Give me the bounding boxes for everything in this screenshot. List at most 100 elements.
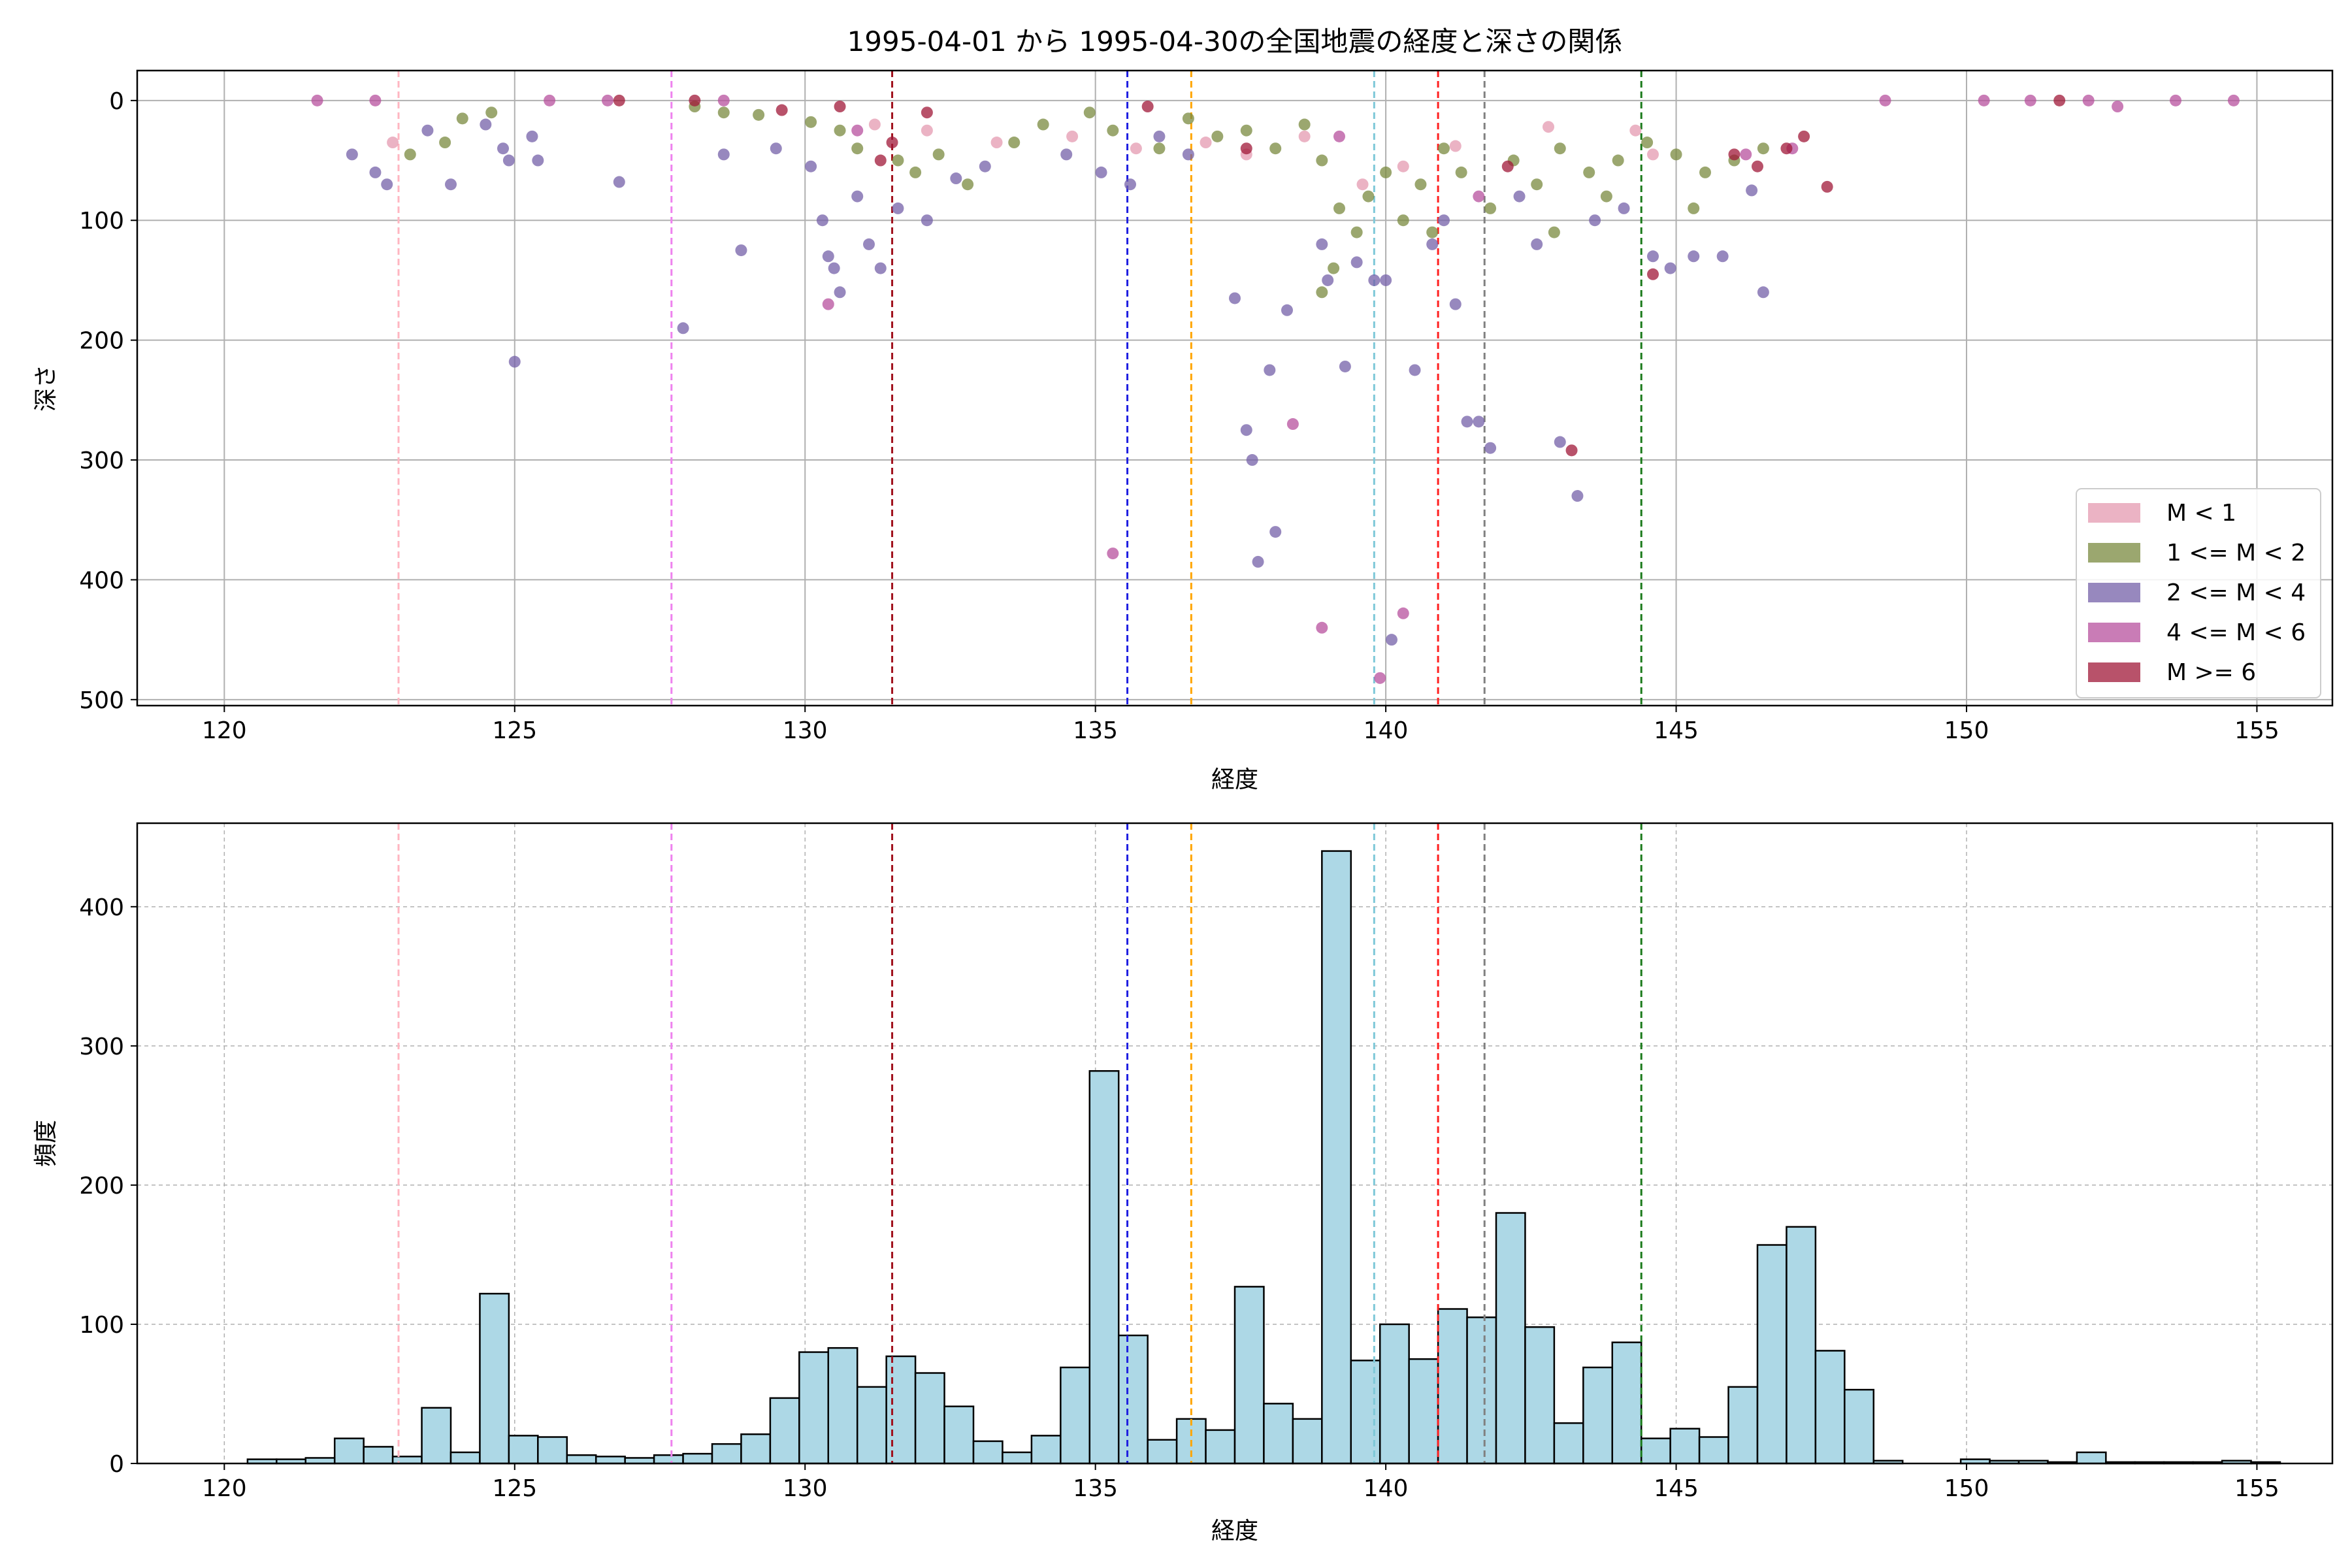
histogram-bar (479, 1292, 510, 1465)
scatter-x-ticks: 120 125 130 135 140 145 150 155 (202, 706, 2279, 744)
scatter-point (932, 148, 945, 161)
scatter-point (1449, 298, 1462, 310)
scatter-point (1600, 190, 1612, 203)
scatter-point (770, 142, 782, 155)
scatter-x-tick-label: 150 (1944, 717, 1989, 744)
scatter-y-axis-label: 深さ (33, 365, 59, 412)
histogram-bar (624, 1457, 655, 1465)
scatter-point (990, 137, 1003, 149)
histogram-bar (1553, 1422, 1584, 1465)
scatter-point (1728, 148, 1740, 161)
scatter-point (1316, 238, 1328, 250)
scatter-point (2112, 101, 2124, 113)
scatter-point (1008, 137, 1021, 149)
scatter-point (717, 106, 730, 119)
scatter-point (1548, 226, 1560, 238)
scatter-point (1397, 214, 1409, 227)
histogram-x-ticks: 120 125 130 135 140 145 150 155 (202, 1463, 2279, 1502)
scatter-point (1484, 442, 1497, 454)
scatter-x-tick-label: 155 (2234, 717, 2279, 744)
histogram-bar (1437, 1308, 1468, 1465)
scatter-point (1246, 454, 1258, 466)
scatter-point (1350, 226, 1363, 238)
scatter-point (1240, 124, 1252, 137)
scatter-point (1316, 621, 1328, 634)
scatter-point (805, 160, 817, 172)
scatter-point (1339, 360, 1351, 372)
scatter-point (1589, 214, 1601, 227)
scatter-point (1664, 262, 1676, 274)
scatter-reference-lines (397, 71, 1642, 706)
scatter-point (822, 298, 834, 310)
scatter-point (1037, 118, 1049, 131)
scatter-point (851, 142, 864, 155)
scatter-point (456, 112, 468, 125)
scatter-point (1397, 607, 1409, 619)
scatter-x-tick-label: 140 (1364, 717, 1409, 744)
scatter-point (822, 250, 834, 263)
scatter-point (1269, 526, 1282, 538)
histogram-y-ticks: 0 100 200 300 400 (79, 894, 137, 1478)
scatter-point (1182, 112, 1194, 125)
scatter-point (1298, 118, 1311, 131)
histogram-bar (1117, 1334, 1149, 1465)
histogram-x-axis-label: 経度 (1211, 1518, 1258, 1544)
histogram-bar (827, 1347, 858, 1465)
scatter-point (1746, 184, 1758, 197)
legend-label: 2 <= M < 4 (2166, 580, 2306, 606)
histogram-bar (1233, 1286, 1265, 1465)
histogram-bar (1495, 1212, 1526, 1465)
scatter-point (1409, 364, 1421, 376)
scatter-point (1426, 226, 1439, 238)
scatter-point (1484, 202, 1497, 214)
scatter-point (1414, 178, 1427, 191)
histogram-bar (1814, 1350, 1846, 1465)
histogram-bar (304, 1457, 336, 1465)
histogram-bar (391, 1456, 423, 1465)
scatter-point (1060, 148, 1073, 161)
scatter-point (1647, 250, 1659, 263)
histogram-bar (1379, 1323, 1410, 1465)
scatter-point (828, 262, 840, 274)
scatter-series-2 (346, 118, 1769, 646)
scatter-point (1229, 292, 1241, 304)
scatter-point (497, 142, 509, 155)
scatter-point (1141, 101, 1154, 113)
scatter-point (979, 160, 991, 172)
scatter-legend: M < 1 1 <= M < 2 2 <= M < 4 4 <= M < 6 M >= … (2076, 488, 2321, 698)
scatter-point (950, 172, 962, 185)
scatter-point (863, 238, 875, 250)
scatter-point (735, 244, 747, 257)
histogram-x-tick-label: 150 (1944, 1475, 1989, 1502)
scatter-point (1240, 142, 1252, 155)
scatter-y-tick-label: 400 (79, 567, 124, 594)
histogram-bar (740, 1433, 772, 1465)
scatter-point (1740, 148, 1752, 161)
scatter-point (1583, 166, 1595, 178)
histogram-bar (363, 1446, 394, 1465)
histogram-x-tick-label: 155 (2234, 1475, 2279, 1502)
histogram-bar (1466, 1316, 1497, 1465)
legend-swatch (2088, 623, 2140, 642)
histogram-bar (1582, 1366, 1614, 1465)
histogram-bar (2076, 1451, 2107, 1465)
histogram-bar (1408, 1358, 1439, 1465)
histogram-bar (798, 1351, 830, 1465)
scatter-x-tick-label: 130 (783, 717, 828, 744)
scatter-point (485, 106, 498, 119)
histogram-x-tick-label: 130 (783, 1475, 828, 1502)
histogram-bar (1698, 1436, 1729, 1465)
scatter-point (1298, 130, 1311, 142)
histogram-bar (1321, 850, 1352, 1465)
scatter-point (1647, 148, 1659, 161)
scatter-point (439, 137, 451, 149)
histogram-x-tick-label: 140 (1364, 1475, 1409, 1502)
histogram-bar (1786, 1226, 1817, 1465)
scatter-point (1688, 250, 1700, 263)
scatter-point (1182, 148, 1194, 161)
scatter-point (834, 101, 846, 113)
scatter-panel: 120 125 130 135 140 145 150 155 0 100 200 300 400 50… (33, 69, 2334, 793)
histogram-bar (943, 1405, 975, 1465)
scatter-y-tick-label: 100 (79, 208, 124, 235)
scatter-point (1426, 238, 1439, 250)
